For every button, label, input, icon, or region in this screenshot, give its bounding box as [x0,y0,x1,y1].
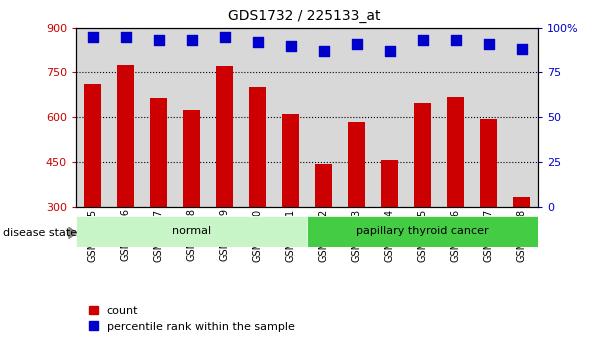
Point [88,34,97,39]
Point [187,37,196,43]
Point [219,34,229,39]
Bar [381,160,398,207]
Bar [249,87,266,207]
Point [154,37,164,43]
Point [451,37,460,43]
Bar [414,103,431,207]
Bar [183,110,200,207]
Bar [316,164,332,207]
Point [385,48,395,54]
Point [351,41,361,47]
Bar [85,85,101,207]
Bar [282,114,299,207]
FancyArrow shape [69,227,77,238]
Bar [307,216,538,247]
Bar [76,216,307,247]
Point [286,43,295,48]
Point [484,41,494,47]
Bar [117,65,134,207]
Bar [348,122,365,207]
Bar [447,97,464,207]
Bar [480,119,497,207]
Bar [216,67,233,207]
Point [418,37,427,43]
Point [120,34,130,39]
Bar [513,197,530,207]
Text: normal: normal [172,226,211,236]
Point [253,39,263,45]
Point [319,48,328,54]
Point [517,46,527,52]
Text: disease state: disease state [3,228,77,238]
Legend: count, percentile rank within the sample: count, percentile rank within the sample [85,301,299,336]
Text: papillary thyroid cancer: papillary thyroid cancer [356,226,489,236]
Text: GDS1732 / 225133_at: GDS1732 / 225133_at [228,9,380,23]
Bar [150,98,167,207]
